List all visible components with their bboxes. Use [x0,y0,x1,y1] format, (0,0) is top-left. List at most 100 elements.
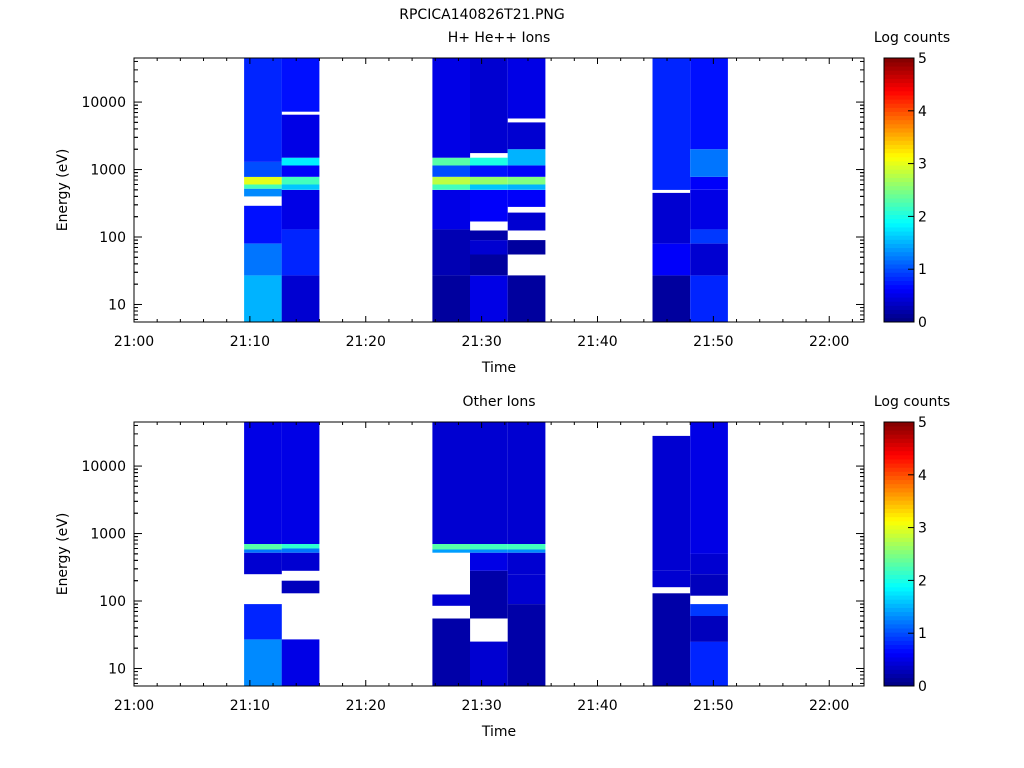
colorbar-segment [884,292,914,298]
colorbar-segment [884,566,914,571]
heatmap-cell-0-4-11 [507,122,546,150]
heatmap-cell-0-1-4 [281,176,320,185]
colorbar-segment [884,136,914,141]
colorbar-segment [884,305,914,310]
colorbar-segment [884,309,914,315]
heatmap-cell-1-3-2 [470,570,508,619]
colorbar-segment [884,677,914,683]
heatmap-cell-1-3-3 [470,552,508,571]
colorbar-segment [884,557,914,563]
colorbar-segment [884,462,914,468]
x-axis-label: Time [481,724,516,740]
heatmap-cell-0-0-2 [244,205,282,244]
colorbar-segment [884,561,914,567]
colorbar-tick-label: 4 [918,468,927,484]
colorbar-segment [884,263,914,269]
x-axis-label: Time [481,360,516,376]
colorbar-segment [884,623,914,629]
x-tick-label: 21:00 [114,698,154,714]
heatmap-cell-0-2-3 [432,184,471,190]
colorbar-segment [884,541,914,547]
colorbar-segment [884,599,914,604]
colorbar-segment [884,438,914,443]
y-tick-label: 1000 [90,527,126,543]
heatmap-cell-0-5-4 [652,58,691,190]
heatmap-cell-1-1-6 [281,544,320,549]
colorbar-segment [884,425,914,431]
colorbar-segment [884,222,914,228]
heatmap-cell-0-3-6 [470,184,508,190]
colorbar-segment [884,508,914,514]
colorbar-segment [884,65,914,71]
heatmap-cell-0-0-7 [244,161,282,177]
heatmap-cell-1-5-0 [652,593,691,686]
x-tick-label: 21:30 [461,334,501,350]
x-tick-label: 21:10 [230,334,270,350]
heatmap-cell-0-6-3 [690,189,728,230]
heatmap-cell-0-5-1 [652,243,691,276]
heatmap-cell-0-2-6 [432,157,471,166]
colorbar-tick-label: 3 [918,521,927,537]
colorbar-tick-label: 0 [918,679,927,695]
heatmap-cell-1-4-4 [507,544,546,550]
colorbar-segment [884,169,914,174]
colorbar-segment [884,301,914,306]
colorbar-segment [884,570,914,575]
colorbar-segment [884,487,914,493]
x-tick-label: 21:10 [230,698,270,714]
colorbar-segment [884,284,914,290]
colorbar-segment [884,594,914,600]
colorbar-segment [884,148,914,154]
colorbar-segment [884,214,914,220]
colorbar-segment [884,429,914,435]
colorbar-segment [884,247,914,253]
x-tick-label: 21:50 [693,334,733,350]
x-tick-label: 21:20 [346,334,386,350]
heatmap-cell-1-2-5 [432,544,471,550]
heatmap-cell-1-6-0 [690,641,728,686]
x-tick-label: 22:00 [809,698,849,714]
colorbar-segment [884,611,914,617]
colorbar-segment [884,644,914,650]
y-tick-label: 100 [99,230,126,246]
colorbar-label: Log counts [874,394,950,410]
colorbar-segment [884,107,914,112]
colorbar-segment [884,160,914,166]
colorbar-segment [884,111,914,117]
y-tick-label: 10000 [81,95,126,111]
colorbar-segment [884,615,914,621]
heatmap-cell-0-1-2 [281,189,320,230]
colorbar-segment [884,533,914,538]
colorbar-label: Log counts [874,30,950,46]
colorbar-tick-label: 5 [918,51,927,67]
heatmap-cell-0-6-2 [690,229,728,244]
colorbar-segment [884,545,914,551]
colorbar-segment [884,152,914,158]
heatmap-cell-0-5-0 [652,275,691,322]
heatmap-cell-0-5-2 [652,192,691,244]
heatmap-cell-0-0-1 [244,243,282,276]
colorbar-segment [884,578,914,584]
heatmap-cell-0-3-2 [470,240,508,255]
x-tick-label: 21:50 [693,698,733,714]
colorbar-tick-label: 4 [918,104,927,120]
colorbar-segment [884,652,914,658]
figure-title: RPCICA140826T21.PNG [399,7,564,23]
heatmap-cell-0-3-7 [470,176,508,185]
colorbar-segment [884,421,914,427]
colorbar-segment [884,450,914,456]
heatmap-cell-0-4-13 [507,58,546,119]
y-tick-label: 10000 [81,459,126,475]
heatmap-cell-1-3-6 [470,422,508,544]
colorbar-segment [884,471,914,476]
colorbar-segment [884,640,914,646]
heatmap-cell-0-6-5 [690,149,728,177]
heatmap-cell-0-0-0 [244,275,282,322]
heatmap-cell-0-0-6 [244,176,282,185]
heatmap-cell-0-1-6 [281,157,320,166]
colorbar-segment [884,500,914,505]
heatmap-cell-0-4-8 [507,176,546,185]
colorbar-segment [884,648,914,654]
heatmap-cell-1-6-1 [690,616,728,642]
heatmap-cell-0-1-0 [281,275,320,322]
